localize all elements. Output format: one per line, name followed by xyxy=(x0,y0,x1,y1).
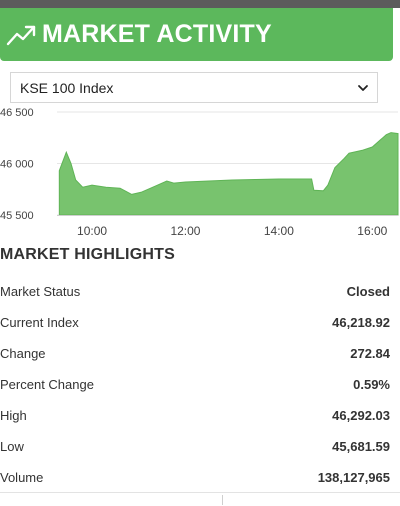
y-tick-label: 45 500 xyxy=(0,210,34,222)
highlight-label: Current Index xyxy=(0,315,79,330)
highlight-row: Change 272.84 xyxy=(0,338,400,369)
x-tick-label: 10:00 xyxy=(77,224,107,238)
trend-up-icon xyxy=(6,25,36,45)
divider-tick xyxy=(222,495,223,505)
highlight-label: Volume xyxy=(0,470,44,485)
divider xyxy=(0,492,400,493)
highlight-label: Percent Change xyxy=(0,377,94,392)
index-area-series xyxy=(58,132,399,216)
y-tick-label: 46 000 xyxy=(0,159,34,171)
chevron-down-icon xyxy=(358,84,368,91)
highlight-label: Low xyxy=(0,439,24,454)
x-tick-label: 16:00 xyxy=(357,224,387,238)
highlight-value: 138,127,965 xyxy=(317,470,390,485)
index-select-value: KSE 100 Index xyxy=(20,79,114,96)
top-bar xyxy=(0,0,400,8)
highlight-label: Change xyxy=(0,346,46,361)
highlight-row: Percent Change 0.59% xyxy=(0,369,400,400)
index-select[interactable]: KSE 100 Index xyxy=(10,72,378,103)
highlight-row: Low 45,681.59 xyxy=(0,431,400,462)
highlight-value: 46,292.03 xyxy=(332,408,390,423)
highlight-row: Volume 138,127,965 xyxy=(0,462,400,493)
page-title: MARKET ACTIVITY xyxy=(42,20,272,48)
highlight-label: Market Status xyxy=(0,284,81,299)
highlight-value: Closed xyxy=(346,284,390,299)
x-tick-label: 14:00 xyxy=(264,224,294,238)
x-tick-label: 12:00 xyxy=(170,224,200,238)
highlight-value: 45,681.59 xyxy=(332,439,390,454)
highlight-value: 46,218.92 xyxy=(332,315,390,330)
highlight-row: Current Index 46,218.92 xyxy=(0,307,400,338)
highlight-row: Market Status Closed xyxy=(0,276,400,307)
market-highlights-title: MARKET HIGHLIGHTS xyxy=(0,246,175,263)
market-activity-header: MARKET ACTIVITY xyxy=(0,8,393,61)
highlight-row: High 46,292.03 xyxy=(0,400,400,431)
highlight-label: High xyxy=(0,408,27,423)
highlight-value: 0.59% xyxy=(353,377,390,392)
index-chart: 46 500 46 000 45 500 10:00 12:00 14:00 16:00 xyxy=(0,107,399,238)
y-tick-label: 46 500 xyxy=(0,107,34,119)
highlights-list: Market Status Closed Current Index 46,218.9… xyxy=(0,276,400,493)
highlight-value: 272.84 xyxy=(350,346,390,361)
